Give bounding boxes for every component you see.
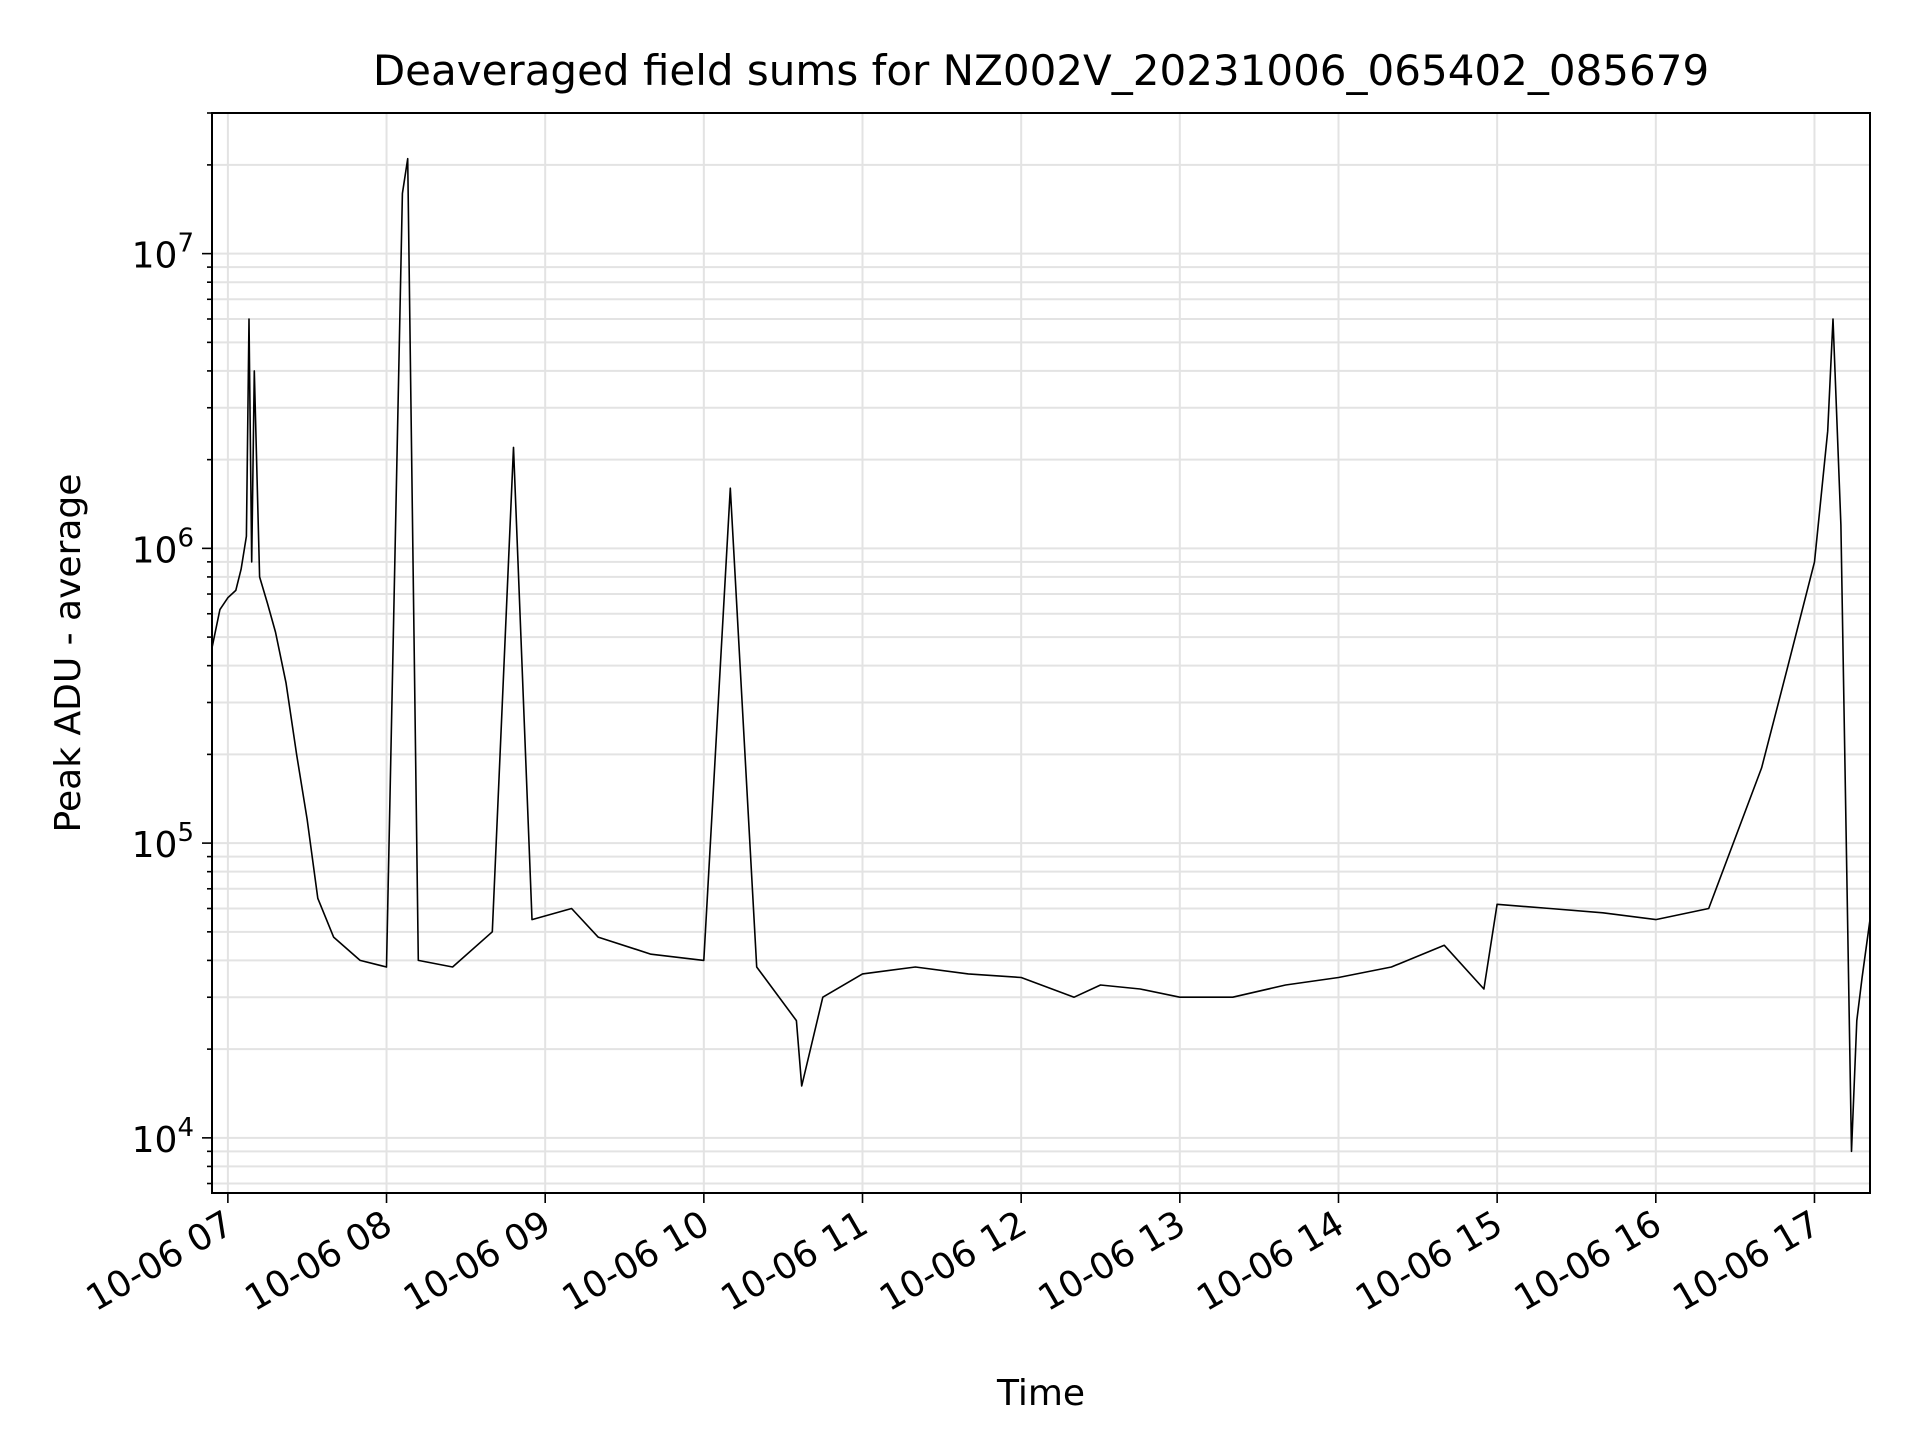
y-axis-label: Peak ADU - average [48, 474, 89, 833]
series-line [211, 157, 1871, 1153]
y-tick-label-exponent: 6 [177, 523, 194, 553]
y-tick-label: 104 [132, 1113, 194, 1161]
y-tick-label-exponent: 4 [177, 1113, 194, 1143]
y-tick-label: 105 [132, 818, 194, 866]
y-tick-label-exponent: 5 [177, 818, 194, 848]
y-tick-label-base: 10 [132, 236, 178, 277]
chart-title: Deaveraged field sums for NZ002V_2023100… [373, 46, 1709, 95]
y-tick-label-base: 10 [132, 530, 178, 571]
data-layer [211, 157, 1871, 1153]
x-axis-label: Time [996, 1373, 1085, 1414]
grid-layer [212, 112, 1870, 1193]
y-tick-label-base: 10 [132, 1120, 178, 1161]
y-tick-label-exponent: 7 [177, 229, 194, 259]
y-tick-label: 107 [132, 229, 194, 277]
plot-frame [211, 112, 1871, 1194]
y-tick-label-base: 10 [132, 825, 178, 866]
y-tick-label: 106 [132, 523, 194, 571]
